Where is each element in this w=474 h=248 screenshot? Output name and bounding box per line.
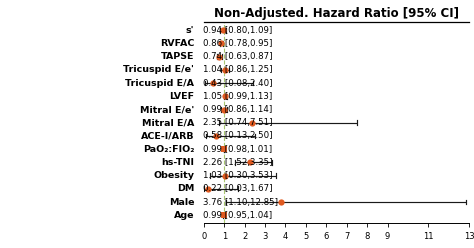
Text: 0.86 [0.78,0.95]: 0.86 [0.78,0.95] (203, 39, 273, 48)
Text: Tricuspid E/A: Tricuspid E/A (125, 79, 194, 88)
Text: 1.04 [0.86,1.25]: 1.04 [0.86,1.25] (203, 65, 273, 74)
Title: Non-Adjusted. Hazard Ratio [95% CI]: Non-Adjusted. Hazard Ratio [95% CI] (214, 7, 459, 20)
Text: 0.74 [0.63,0.87]: 0.74 [0.63,0.87] (203, 52, 273, 61)
Text: PaO₂:FIO₂: PaO₂:FIO₂ (143, 145, 194, 154)
Text: 0.43 [0.08,2.40]: 0.43 [0.08,2.40] (203, 79, 273, 88)
Text: ACE-I/ARB: ACE-I/ARB (141, 131, 194, 140)
Text: DM: DM (177, 184, 194, 193)
Text: TAPSE: TAPSE (161, 52, 194, 61)
Text: 0.22 [0.03,1.67]: 0.22 [0.03,1.67] (203, 184, 273, 193)
Text: 0.94 [0.80,1.09]: 0.94 [0.80,1.09] (203, 26, 273, 35)
Text: 2.35 [0.74,7.51]: 2.35 [0.74,7.51] (203, 118, 273, 127)
Text: Mitral E/A: Mitral E/A (142, 118, 194, 127)
Text: 0.99 [0.86,1.14]: 0.99 [0.86,1.14] (203, 105, 273, 114)
Text: 2.26 [1.52,3.35]: 2.26 [1.52,3.35] (203, 158, 273, 167)
Text: 0.99 [0.98,1.01]: 0.99 [0.98,1.01] (203, 145, 273, 154)
Text: Age: Age (174, 211, 194, 220)
Text: 1.03 [0.30,3.53]: 1.03 [0.30,3.53] (203, 171, 273, 180)
Text: RVFAC: RVFAC (160, 39, 194, 48)
Text: LVEF: LVEF (169, 92, 194, 101)
Text: Obesity: Obesity (154, 171, 194, 180)
Text: Mitral E/e': Mitral E/e' (140, 105, 194, 114)
Text: s': s' (186, 26, 194, 35)
Text: 0.99 [0.95,1.04]: 0.99 [0.95,1.04] (203, 211, 273, 220)
Text: 1.05 [0.99,1.13]: 1.05 [0.99,1.13] (203, 92, 273, 101)
Text: 3.76 [1.10,12.85]: 3.76 [1.10,12.85] (203, 198, 278, 207)
Text: 0.58 [0.13,2.50]: 0.58 [0.13,2.50] (203, 131, 273, 140)
Text: Male: Male (169, 198, 194, 207)
Text: hs-TNI: hs-TNI (161, 158, 194, 167)
Text: Tricuspid E/e': Tricuspid E/e' (123, 65, 194, 74)
